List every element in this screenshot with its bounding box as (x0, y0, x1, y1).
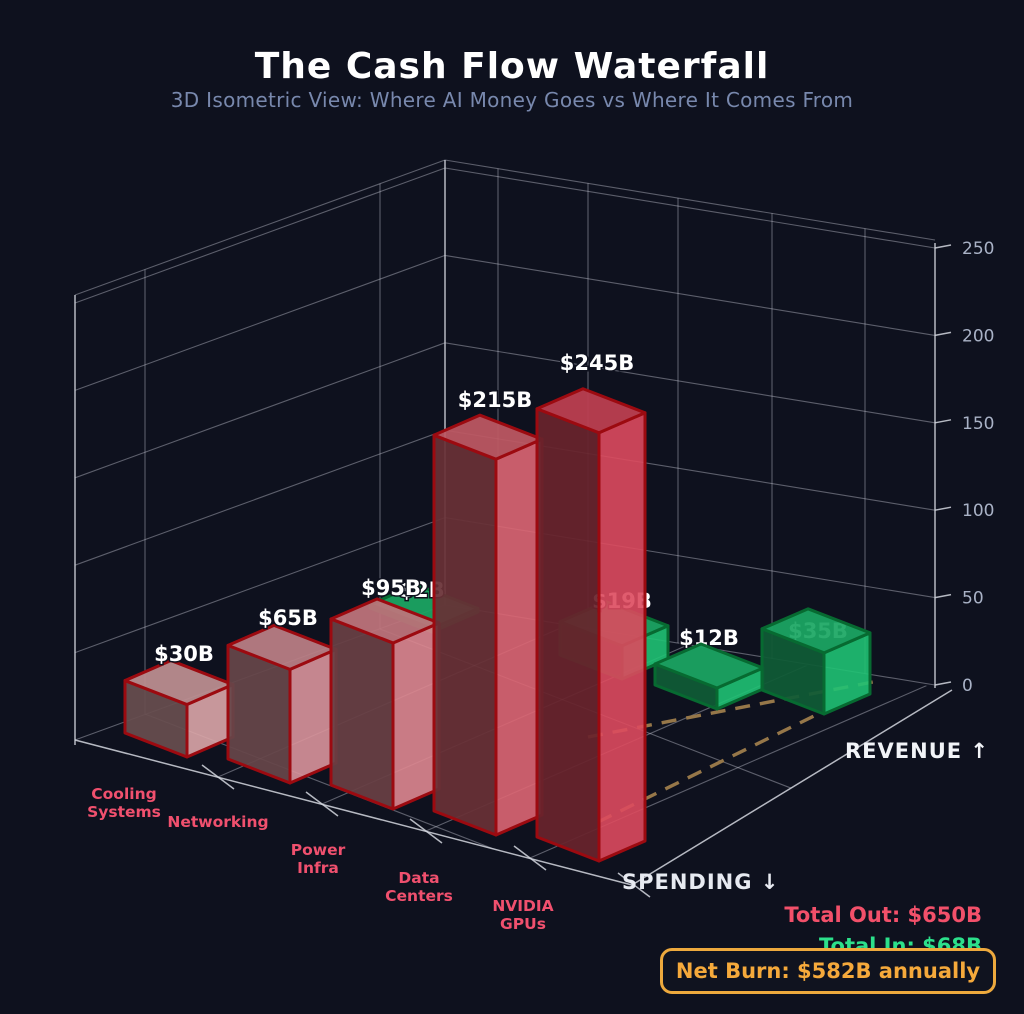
z-tick-label: 200 (962, 326, 994, 346)
z-axis-ticks: 0 50 100 150 200 250 (934, 239, 994, 696)
z-tick-label: 100 (962, 501, 994, 521)
category-label-3: Data Centers (385, 869, 453, 905)
bars: $2B$19B$30B$65B$95B$215B$245B$12B$35B (123, 350, 872, 863)
bar-spending-3 (432, 413, 544, 837)
net-burn-callout-box: Net Burn: $582B annually (660, 948, 996, 994)
z-tick-label: 0 (962, 676, 973, 696)
spending-bar-label-2: $95B (361, 576, 421, 600)
chart-subtitle: 3D Isometric View: Where AI Money Goes v… (170, 88, 854, 112)
bar-spending-1 (226, 623, 338, 785)
bar-spending-4 (535, 387, 647, 863)
bar-revenue-3: $35B (760, 607, 872, 716)
category-ticks (201, 764, 651, 898)
spending-bar-label-1: $65B (258, 606, 318, 630)
bar-spending-0 (123, 659, 235, 759)
spending-bar-label-4: $245B (560, 351, 634, 375)
net-burn-value: Net Burn: $582B annually (675, 959, 981, 983)
spending-bar-label-0: $30B (154, 642, 214, 666)
bar-spending-2 (329, 597, 441, 811)
spending-bar-label-3: $215B (458, 388, 532, 412)
bar-revenue-2: $12B (653, 625, 765, 711)
category-labels: Cooling Systems Networking Power Infra Data Ce… (86, 784, 555, 935)
z-tick-label: 50 (962, 589, 984, 609)
dashed-flow-lines (587, 679, 879, 824)
z-tick-label: 250 (962, 239, 994, 259)
category-label-1: Networking (167, 813, 268, 831)
spending-axis-label: SPENDING ↓ (622, 870, 780, 894)
total-out-value: Total Out: $650B (784, 903, 982, 927)
category-label-2: Power Infra (291, 841, 346, 877)
z-tick-label: 150 (962, 414, 994, 434)
revenue-axis-label: REVENUE ↑ (845, 739, 989, 763)
chart-title: The Cash Flow Waterfall (254, 46, 770, 87)
category-label-0: Cooling Systems (87, 785, 161, 821)
category-label-4: NVIDIA GPUs (492, 897, 553, 933)
